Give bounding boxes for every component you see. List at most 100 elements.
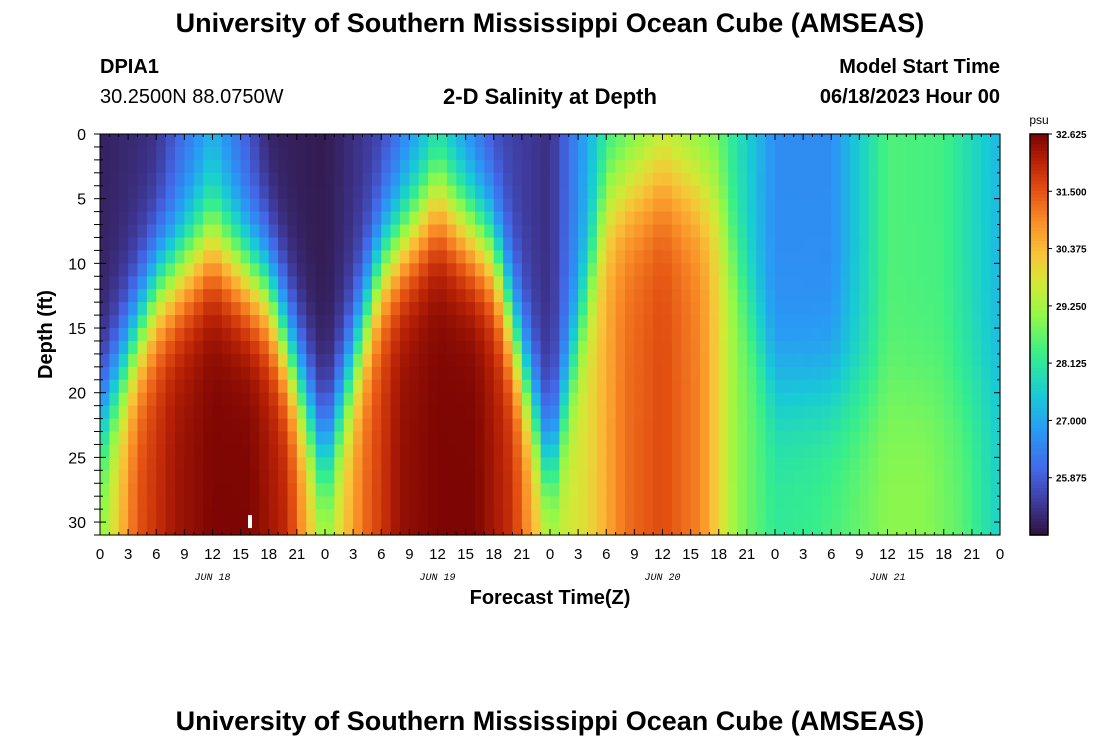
- heatmap-cell: [446, 444, 457, 458]
- heatmap-cell: [137, 340, 148, 355]
- heatmap-cell: [737, 522, 748, 536]
- heatmap-cell: [831, 198, 842, 213]
- heatmap-cell: [381, 134, 392, 148]
- heatmap-cell: [250, 250, 260, 264]
- heatmap-cell: [821, 263, 832, 277]
- heatmap-cell: [503, 392, 514, 407]
- heatmap-cell: [906, 353, 917, 368]
- heatmap-cell: [578, 198, 589, 213]
- heatmap-cell: [203, 237, 214, 252]
- colorbar-segment: [1030, 404, 1048, 409]
- heatmap-cell: [756, 315, 767, 329]
- heatmap-cell: [765, 134, 776, 148]
- heatmap-cell: [109, 392, 120, 407]
- heatmap-cell: [943, 224, 954, 239]
- heatmap-cell: [906, 211, 917, 226]
- x-tick-label: 21: [739, 546, 756, 563]
- heatmap-cell: [896, 328, 907, 342]
- heatmap-cell: [906, 289, 917, 303]
- heatmap-cell: [709, 366, 720, 381]
- heatmap-cell: [850, 250, 860, 264]
- heatmap-cell: [906, 379, 917, 394]
- heatmap-cell: [456, 211, 467, 226]
- colorbar-tick-label: 28.125: [1056, 359, 1087, 370]
- heatmap-cell: [850, 315, 860, 329]
- heatmap-cell: [221, 146, 232, 161]
- heatmap-cell: [746, 302, 757, 316]
- colorbar-segment: [1030, 361, 1048, 366]
- heatmap-cell: [353, 431, 364, 446]
- colorbar-segment: [1030, 478, 1048, 483]
- heatmap-cell: [559, 198, 570, 213]
- colorbar-tick-label: 31.500: [1056, 187, 1087, 198]
- heatmap-cell: [709, 509, 720, 523]
- heatmap-cell: [484, 509, 495, 523]
- heatmap-cell: [709, 134, 720, 148]
- heatmap-cell: [268, 185, 279, 200]
- heatmap-cell: [934, 470, 945, 484]
- heatmap-cell: [653, 146, 664, 161]
- heatmap-cell: [568, 263, 579, 277]
- heatmap-cell: [990, 392, 1001, 407]
- heatmap-cell: [465, 185, 476, 200]
- heatmap-cell: [353, 457, 364, 471]
- heatmap-cell: [859, 431, 870, 446]
- heatmap-cell: [521, 470, 532, 484]
- heatmap-cell: [175, 392, 185, 407]
- heatmap-cell: [962, 470, 973, 484]
- heatmap-cell: [306, 237, 317, 252]
- heatmap-cell: [971, 315, 982, 329]
- heatmap-cell: [296, 146, 307, 161]
- heatmap-cell: [137, 263, 148, 277]
- heatmap-cell: [850, 509, 860, 523]
- heatmap-cell: [465, 353, 476, 368]
- heatmap-cell: [362, 483, 373, 497]
- heatmap-cell: [962, 315, 973, 329]
- heatmap-cell: [250, 237, 260, 252]
- heatmap-cell: [540, 134, 551, 148]
- colorbar-segment: [1030, 364, 1048, 369]
- heatmap-cell: [418, 250, 429, 264]
- heatmap-cell: [381, 315, 392, 329]
- heatmap-cell: [990, 302, 1001, 316]
- heatmap-cell: [484, 328, 495, 342]
- heatmap-cell: [184, 198, 195, 213]
- x-tick-label: 15: [457, 546, 474, 563]
- heatmap-cell: [596, 379, 607, 394]
- heatmap-cell: [343, 457, 354, 471]
- heatmap-cell: [700, 418, 710, 433]
- heatmap-cell: [212, 224, 223, 239]
- heatmap-cell: [418, 457, 429, 471]
- heatmap-cell: [662, 366, 673, 381]
- heatmap-cell: [859, 289, 870, 303]
- heatmap-cell: [428, 509, 439, 523]
- heatmap-cell: [306, 315, 317, 329]
- heatmap-cell: [971, 392, 982, 407]
- heatmap-cell: [446, 276, 457, 290]
- heatmap-cell: [700, 172, 710, 187]
- heatmap-cell: [728, 315, 739, 329]
- heatmap-cell: [456, 263, 467, 277]
- heatmap-cell: [315, 146, 326, 161]
- heatmap-cell: [840, 483, 851, 497]
- heatmap-cell: [596, 457, 607, 471]
- heatmap-cell: [334, 483, 345, 497]
- heatmap-cell: [550, 198, 560, 213]
- heatmap-cell: [587, 172, 598, 187]
- heatmap-cell: [859, 198, 870, 213]
- heatmap-cell: [409, 509, 420, 523]
- heatmap-cell: [756, 340, 767, 355]
- heatmap-cell: [240, 276, 251, 290]
- heatmap-cell: [175, 302, 185, 316]
- heatmap-cell: [868, 276, 879, 290]
- heatmap-cell: [643, 134, 654, 148]
- heatmap-cell: [925, 237, 935, 252]
- heatmap-cell: [193, 315, 204, 329]
- heatmap-cell: [709, 457, 720, 471]
- heatmap-cell: [381, 392, 392, 407]
- heatmap-cell: [540, 444, 551, 458]
- heatmap-cell: [296, 224, 307, 239]
- heatmap-cell: [250, 315, 260, 329]
- heatmap-cell: [259, 198, 270, 213]
- heatmap-cell: [493, 159, 504, 174]
